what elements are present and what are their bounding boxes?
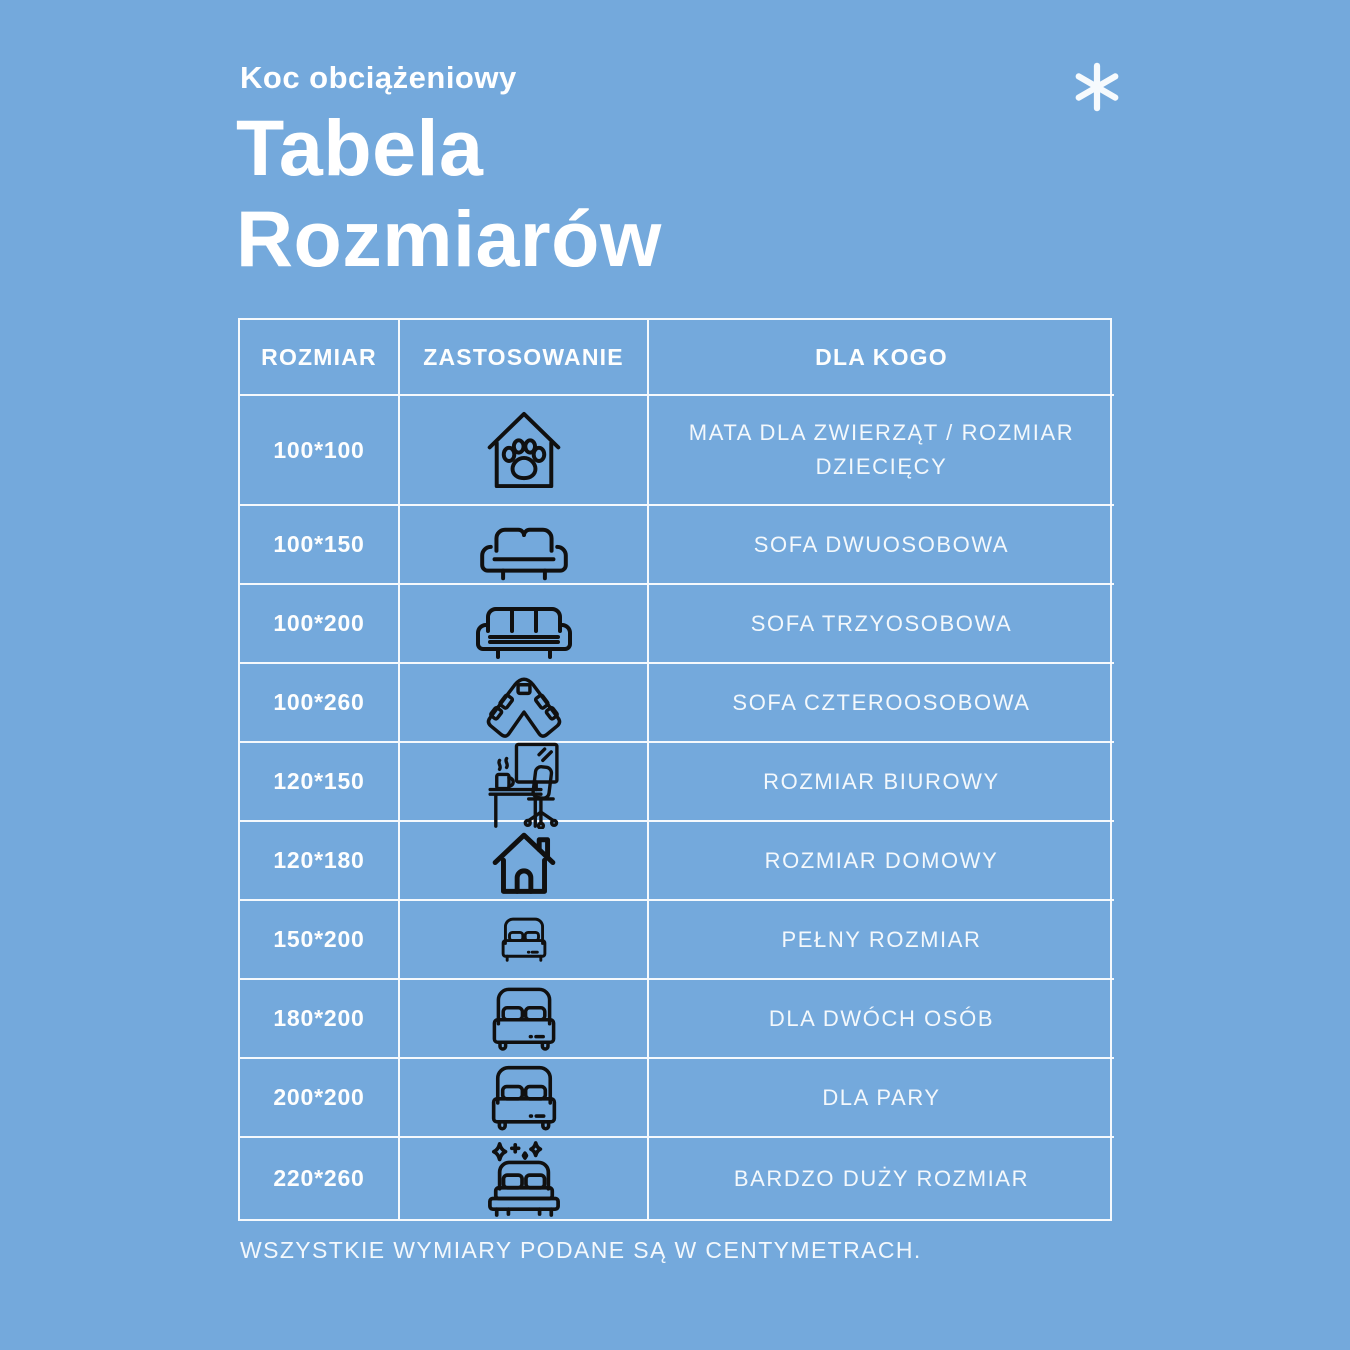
use-cell <box>400 822 649 901</box>
three-seat-sofa-icon <box>475 606 572 659</box>
double-bed-icon <box>491 1065 556 1130</box>
use-cell <box>400 742 649 829</box>
use-cell <box>400 506 649 585</box>
for-whom-cell: ROZMIAR BIUROWY <box>649 743 1114 822</box>
size-cell: 120*150 <box>240 743 400 822</box>
size-cell: 200*200 <box>240 1059 400 1138</box>
column-header-use: ZASTOSOWANIE <box>400 320 649 396</box>
use-cell <box>400 980 649 1059</box>
double-bed-icon <box>492 987 555 1051</box>
use-cell <box>400 901 649 980</box>
size-cell: 180*200 <box>240 980 400 1059</box>
loveseat-sofa-icon <box>479 527 568 580</box>
use-cell <box>400 585 649 664</box>
size-cell: 100*100 <box>240 396 400 506</box>
use-cell <box>400 1138 649 1219</box>
size-cell: 150*200 <box>240 901 400 980</box>
for-whom-cell: SOFA CZTEROOSOBOWA <box>649 664 1114 743</box>
size-table: ROZMIAR ZASTOSOWANIE DLA KOGO 100*100 MA… <box>238 318 1114 1221</box>
king-bed-sparkle-icon <box>487 1140 560 1217</box>
single-bed-icon <box>501 917 546 962</box>
units-note: WSZYSTKIE WYMIARY PODANE SĄ W CENTYMETRA… <box>240 1237 922 1263</box>
for-whom-cell: PEŁNY ROZMIAR <box>649 901 1114 980</box>
size-cell: 100*260 <box>240 664 400 743</box>
for-whom-cell: SOFA DWUOSOBOWA <box>649 506 1114 585</box>
office-desk-icon <box>487 742 559 829</box>
column-header-size: ROZMIAR <box>240 320 400 396</box>
for-whom-cell: BARDZO DUŻY ROZMIAR <box>733 1165 1030 1191</box>
size-cell: 100*200 <box>240 585 400 664</box>
page-title: Tabela Rozmiarów <box>236 102 662 284</box>
for-whom-cell: MATA DLA ZWIERZĄT / ROZMIAR DZIECIĘCY <box>649 396 1114 506</box>
for-whom-cell: DLA PARY <box>649 1059 1114 1138</box>
size-cell: 120*180 <box>240 822 400 901</box>
for-whom-cell: ROZMIAR DOMOWY <box>649 822 1114 901</box>
use-cell <box>400 1059 649 1138</box>
page-title-line2: Rozmiarów <box>236 194 662 283</box>
size-cell: 220*260 <box>240 1138 400 1219</box>
use-cell <box>400 396 649 506</box>
corner-sofa-icon <box>486 677 561 738</box>
page-title-line1: Tabela <box>236 103 484 192</box>
for-whom-cell: SOFA TRZYOSOBOWA <box>649 585 1114 664</box>
asterisk-icon <box>1072 62 1122 117</box>
size-cell: 100*150 <box>240 506 400 585</box>
product-name: Koc obciążeniowy <box>240 60 517 95</box>
column-header-for-whom: DLA KOGO <box>649 320 1114 396</box>
for-whom-cell: DLA DWÓCH OSÓB <box>649 980 1114 1059</box>
pet-house-icon <box>487 411 560 489</box>
use-cell <box>400 664 649 743</box>
house-icon <box>492 832 555 894</box>
